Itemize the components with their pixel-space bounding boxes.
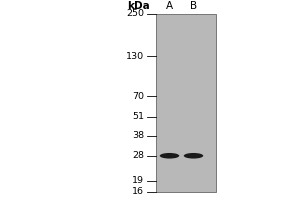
Text: 70: 70: [132, 92, 144, 101]
Text: 28: 28: [132, 151, 144, 160]
Ellipse shape: [160, 153, 179, 159]
Text: 19: 19: [132, 176, 144, 185]
Text: 250: 250: [126, 9, 144, 19]
Text: kDa: kDa: [127, 1, 150, 11]
Text: 51: 51: [132, 112, 144, 121]
Text: A: A: [166, 1, 173, 11]
FancyBboxPatch shape: [156, 14, 216, 192]
Text: 16: 16: [132, 188, 144, 196]
Ellipse shape: [184, 153, 203, 159]
Text: 130: 130: [126, 52, 144, 61]
Text: B: B: [190, 1, 197, 11]
Text: 38: 38: [132, 131, 144, 140]
